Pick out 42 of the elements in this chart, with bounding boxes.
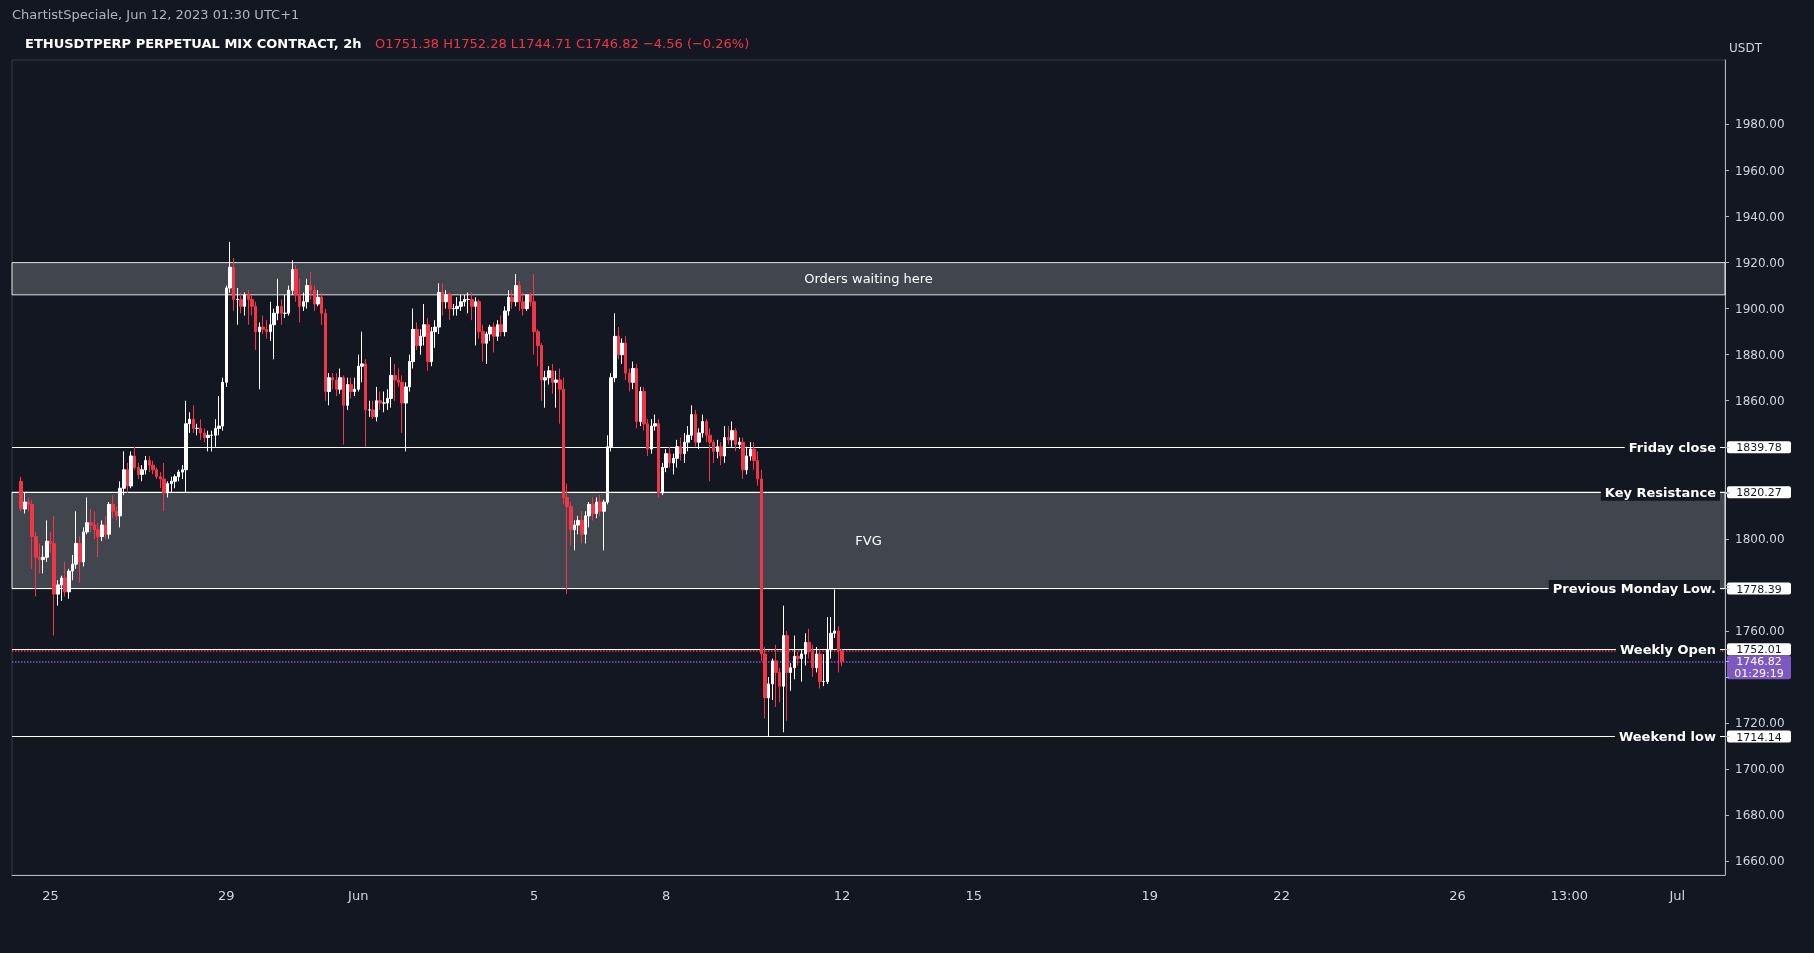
y-tick-label: 1880.00 bbox=[1735, 347, 1785, 362]
ref-line-label: Friday close bbox=[1628, 439, 1717, 455]
x-tick-label: 15 bbox=[965, 888, 983, 903]
text: ChartistSpeciale, Jun 12, 2023 01:30 UTC+1 bbox=[12, 7, 300, 22]
y-tick-label: 1752.01 bbox=[1736, 643, 1782, 657]
y-tick-label: 1746.82 01:29:19 bbox=[1734, 655, 1784, 681]
y-tick-label: 1940.00 bbox=[1735, 209, 1785, 224]
y-tick-label: 1860.00 bbox=[1735, 393, 1785, 408]
x-tick-label: Jul bbox=[1668, 888, 1686, 903]
y-tick-label: 1778.39 bbox=[1736, 582, 1782, 596]
y-tick-label: 1700.00 bbox=[1735, 762, 1785, 777]
y-tick-label: 1800.00 bbox=[1735, 531, 1785, 546]
y-tick-label: 1820.27 bbox=[1736, 486, 1782, 500]
x-tick-label: 29 bbox=[218, 888, 235, 903]
y-tick-label: 1980.00 bbox=[1735, 117, 1785, 132]
x-tick-label: 8 bbox=[661, 888, 671, 903]
x-tick-label: 25 bbox=[42, 888, 59, 903]
ref-line-label: Weekend low bbox=[1618, 729, 1716, 745]
y-tick-label: 1720.00 bbox=[1735, 716, 1785, 731]
x-tick-label: Jun bbox=[347, 888, 369, 903]
y-tick-label: 1660.00 bbox=[1735, 854, 1785, 869]
ref-line-label: Previous Monday Low. bbox=[1552, 581, 1716, 597]
chart-subtitle: O1751.38 H1752.28 L1744.71 C1746.82 −4.56 (−0.26%) bbox=[375, 36, 750, 51]
x-tick-label: 26 bbox=[1449, 888, 1466, 903]
x-tick-label: 19 bbox=[1141, 888, 1158, 903]
y-tick-label: 1960.00 bbox=[1735, 163, 1785, 178]
ref-line-label: Weekly Open bbox=[1619, 641, 1716, 657]
x-tick-label: 5 bbox=[530, 888, 539, 903]
y-tick-label: 1920.00 bbox=[1735, 255, 1785, 270]
x-tick-label: 12 bbox=[833, 888, 851, 903]
y-tick-label: 1680.00 bbox=[1735, 808, 1785, 823]
y-tick-label: 1714.14 bbox=[1736, 730, 1782, 744]
y-tick-label: 1760.00 bbox=[1735, 623, 1785, 638]
band-label: FVG bbox=[855, 532, 882, 548]
y-tick-label: 1839.78 bbox=[1736, 441, 1782, 455]
x-tick-label: 22 bbox=[1273, 888, 1290, 903]
y-axis-title: USDT bbox=[1729, 41, 1763, 55]
y-tick-label: 1900.00 bbox=[1735, 301, 1785, 316]
ref-line-label: Key Resistance bbox=[1604, 484, 1717, 500]
band-label: Orders waiting here bbox=[804, 271, 933, 287]
chart-title: ETHUSDTPERP PERPETUAL MIX CONTRACT, 2h bbox=[25, 36, 376, 51]
x-tick-label: 13:00 bbox=[1550, 888, 1589, 903]
